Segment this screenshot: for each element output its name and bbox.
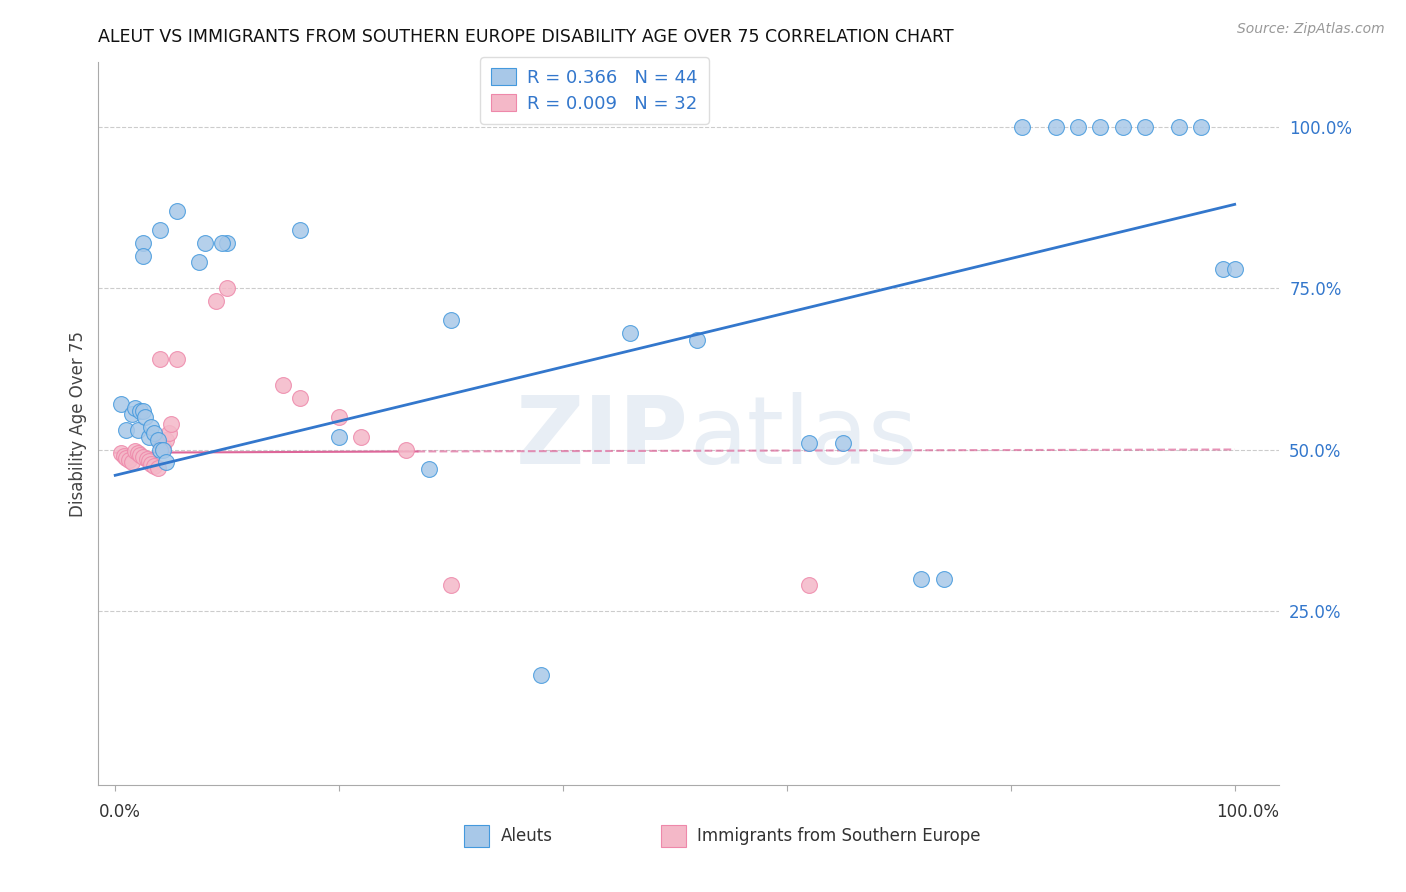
Point [146, 460, 169, 475]
Point [157, 426, 180, 441]
Point [188, 255, 211, 269]
Point [160, 417, 183, 431]
Y-axis label: Disability Age Over 75: Disability Age Over 75 [69, 331, 87, 516]
Point [328, 429, 350, 443]
Point [1167, 120, 1189, 134]
Point [619, 326, 641, 341]
Point [115, 423, 138, 437]
Point [149, 223, 172, 237]
Point [155, 455, 177, 469]
Point [1189, 120, 1212, 134]
Point [1112, 120, 1135, 134]
Text: ZIP: ZIP [516, 392, 689, 484]
Point [1011, 120, 1033, 134]
Point [124, 443, 146, 458]
Point [128, 448, 150, 462]
Point [152, 439, 174, 453]
Text: Aleuts: Aleuts [501, 827, 553, 846]
Point [110, 446, 132, 460]
Point [910, 572, 932, 586]
Point [1045, 120, 1067, 134]
Point [1090, 120, 1112, 134]
Point [132, 404, 155, 418]
Point [350, 429, 373, 443]
Text: 0.0%: 0.0% [98, 803, 141, 821]
Point [132, 249, 155, 263]
Point [686, 333, 709, 347]
Text: atlas: atlas [689, 392, 917, 484]
Point [127, 446, 149, 460]
Point [1212, 261, 1234, 276]
Text: 100.0%: 100.0% [1216, 803, 1279, 821]
Point [124, 401, 146, 415]
Point [271, 378, 294, 392]
Point [128, 404, 150, 418]
Point [799, 436, 821, 450]
Text: Source: ZipAtlas.com: Source: ZipAtlas.com [1237, 22, 1385, 37]
Point [139, 457, 162, 471]
Point [110, 397, 132, 411]
Point [121, 455, 143, 469]
Point [152, 442, 174, 457]
Point [166, 203, 188, 218]
Point [530, 668, 553, 682]
Point [138, 454, 160, 468]
Point [139, 420, 162, 434]
Text: ALEUT VS IMMIGRANTS FROM SOUTHERN EUROPE DISABILITY AGE OVER 75 CORRELATION CHAR: ALEUT VS IMMIGRANTS FROM SOUTHERN EUROPE… [98, 28, 955, 45]
Point [211, 236, 233, 251]
Point [166, 352, 188, 367]
Point [440, 313, 463, 327]
Point [127, 423, 149, 437]
Point [121, 407, 143, 421]
Point [146, 433, 169, 447]
Point [132, 450, 155, 465]
Point [143, 426, 166, 441]
Point [1133, 120, 1156, 134]
Point [440, 578, 463, 592]
Point [395, 442, 418, 457]
Point [288, 391, 311, 405]
Point [799, 578, 821, 592]
Point [134, 410, 156, 425]
Point [932, 572, 955, 586]
Point [135, 452, 157, 467]
Point [149, 436, 172, 450]
Point [115, 450, 138, 465]
Point [138, 429, 160, 443]
Point [418, 462, 440, 476]
Point [831, 436, 853, 450]
Point [217, 281, 239, 295]
Point [1067, 120, 1090, 134]
Point [155, 433, 177, 447]
Point [132, 236, 155, 251]
Point [1223, 261, 1246, 276]
Point [288, 223, 311, 237]
Point [143, 458, 166, 473]
Legend: R = 0.366   N = 44, R = 0.009   N = 32: R = 0.366 N = 44, R = 0.009 N = 32 [481, 57, 709, 123]
Point [149, 352, 172, 367]
Point [112, 449, 135, 463]
Point [117, 452, 139, 467]
Point [217, 236, 239, 251]
Point [328, 410, 350, 425]
Point [149, 442, 172, 457]
Point [205, 294, 228, 309]
Text: Immigrants from Southern Europe: Immigrants from Southern Europe [697, 827, 981, 846]
Point [194, 236, 217, 251]
